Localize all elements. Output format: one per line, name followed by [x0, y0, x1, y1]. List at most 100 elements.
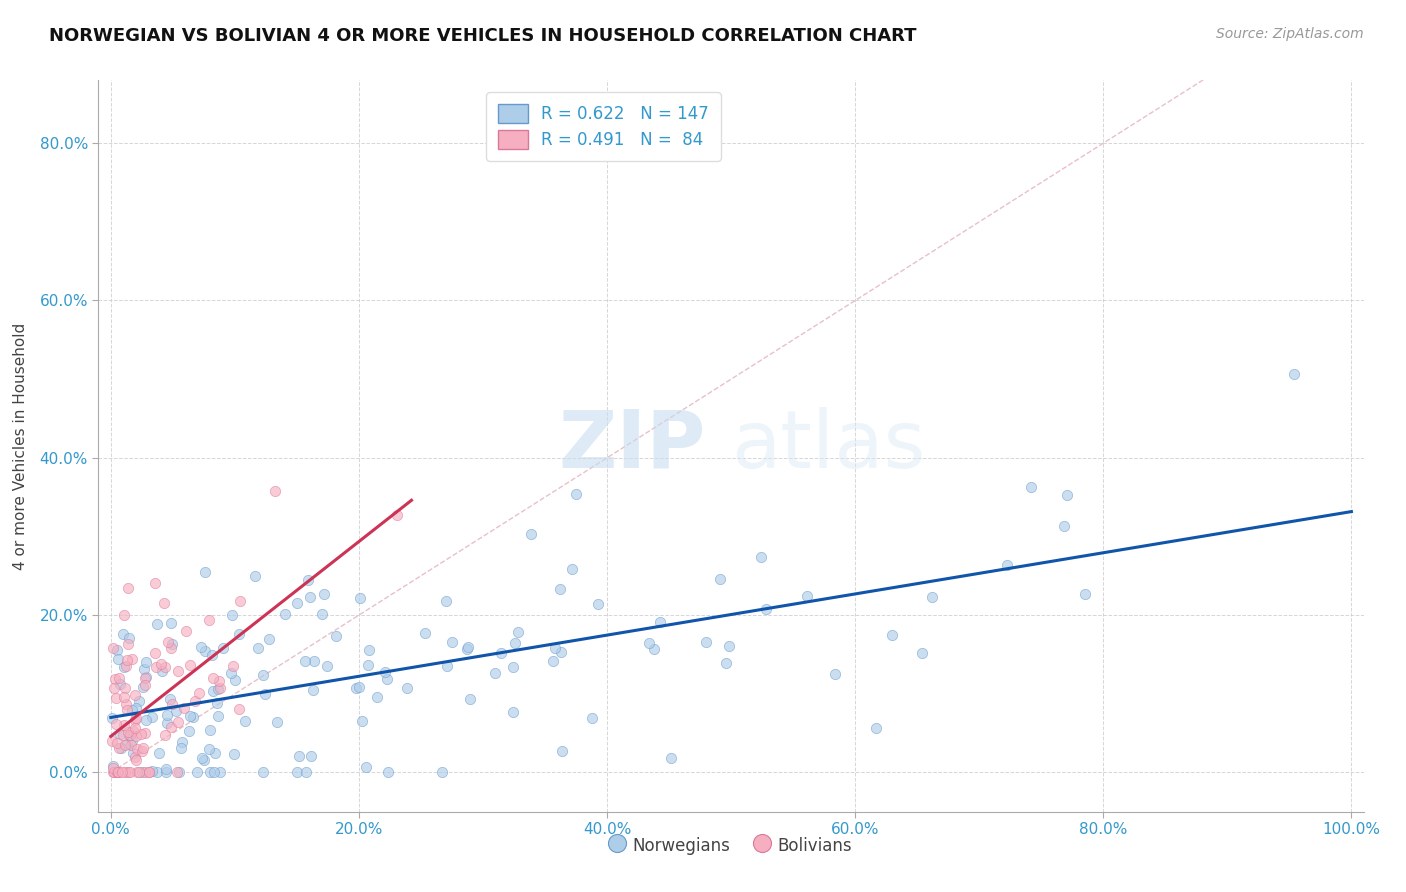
Point: [104, 673, 127, 687]
Point: [212, 640, 235, 655]
Point: [207, 709, 229, 723]
Point: [299, 591, 322, 605]
Point: [145, 646, 167, 660]
Point: [105, 736, 128, 750]
Point: [506, 625, 529, 640]
Point: [489, 647, 512, 661]
Point: [252, 667, 274, 681]
Point: [193, 753, 215, 767]
Point: [120, 727, 142, 741]
Point: [121, 703, 143, 717]
Point: [882, 628, 904, 642]
Point: [430, 765, 453, 780]
Point: [1073, 587, 1095, 601]
Point: [155, 660, 177, 674]
Point: [194, 565, 217, 579]
Point: [160, 641, 183, 656]
Point: [207, 696, 229, 710]
Point: [160, 615, 183, 630]
Point: [104, 690, 127, 705]
Point: [134, 662, 156, 676]
Point: [1019, 480, 1042, 494]
Point: [648, 615, 671, 629]
Point: [228, 702, 250, 716]
Point: [155, 762, 177, 776]
Point: [224, 747, 246, 761]
Point: [165, 704, 187, 718]
Point: [110, 677, 132, 691]
Point: [124, 688, 146, 702]
Point: [415, 625, 437, 640]
Point: [294, 654, 316, 668]
Point: [153, 595, 176, 609]
Point: [243, 569, 266, 583]
Point: [179, 657, 201, 672]
Point: [170, 735, 193, 749]
Point: [659, 751, 682, 765]
Point: [187, 686, 209, 700]
Point: [366, 690, 388, 705]
Point: [561, 562, 583, 576]
Point: [186, 765, 208, 780]
Point: [135, 713, 157, 727]
Text: NORWEGIAN VS BOLIVIAN 4 OR MORE VEHICLES IN HOUSEHOLD CORRELATION CHART: NORWEGIAN VS BOLIVIAN 4 OR MORE VEHICLES…: [49, 27, 917, 45]
Point: [117, 724, 139, 739]
Point: [125, 711, 148, 725]
Point: [219, 665, 242, 680]
Point: [344, 681, 367, 695]
Point: [377, 765, 399, 780]
Point: [374, 665, 396, 679]
Point: [1053, 519, 1076, 533]
Point: [108, 727, 131, 741]
Point: [551, 743, 574, 757]
Point: [208, 681, 231, 696]
Point: [112, 660, 135, 674]
Point: [120, 738, 142, 752]
Point: [167, 664, 190, 678]
Point: [108, 671, 131, 685]
Point: [125, 701, 148, 715]
Point: [201, 683, 224, 698]
Point: [865, 721, 887, 735]
Point: [114, 681, 136, 695]
Point: [148, 746, 170, 760]
Point: [198, 765, 221, 780]
Point: [921, 591, 943, 605]
Point: [103, 681, 125, 695]
Point: [194, 643, 217, 657]
Point: [117, 765, 139, 780]
Point: [581, 711, 603, 725]
Point: [502, 660, 524, 674]
Point: [121, 734, 143, 748]
Point: [274, 607, 297, 621]
Point: [541, 654, 564, 668]
Point: [121, 746, 143, 760]
Point: [824, 667, 846, 681]
Point: [131, 765, 153, 780]
Point: [103, 765, 125, 780]
Point: [143, 575, 166, 590]
Point: [222, 658, 245, 673]
Point: [101, 765, 124, 780]
Point: [166, 765, 188, 780]
Point: [114, 738, 136, 752]
Point: [155, 716, 177, 731]
Point: [101, 734, 124, 748]
Point: [544, 641, 567, 656]
Point: [138, 765, 160, 780]
Point: [134, 765, 156, 780]
Point: [160, 698, 183, 712]
Point: [118, 631, 141, 645]
Point: [315, 658, 337, 673]
Point: [107, 765, 129, 780]
Point: [266, 715, 288, 730]
Text: ZIP: ZIP: [558, 407, 706, 485]
Point: [201, 672, 224, 686]
Point: [995, 558, 1018, 573]
Point: [749, 549, 772, 564]
Point: [111, 764, 134, 779]
Point: [434, 594, 457, 608]
Point: [118, 765, 141, 780]
Text: Source: ZipAtlas.com: Source: ZipAtlas.com: [1216, 27, 1364, 41]
Point: [103, 641, 125, 656]
